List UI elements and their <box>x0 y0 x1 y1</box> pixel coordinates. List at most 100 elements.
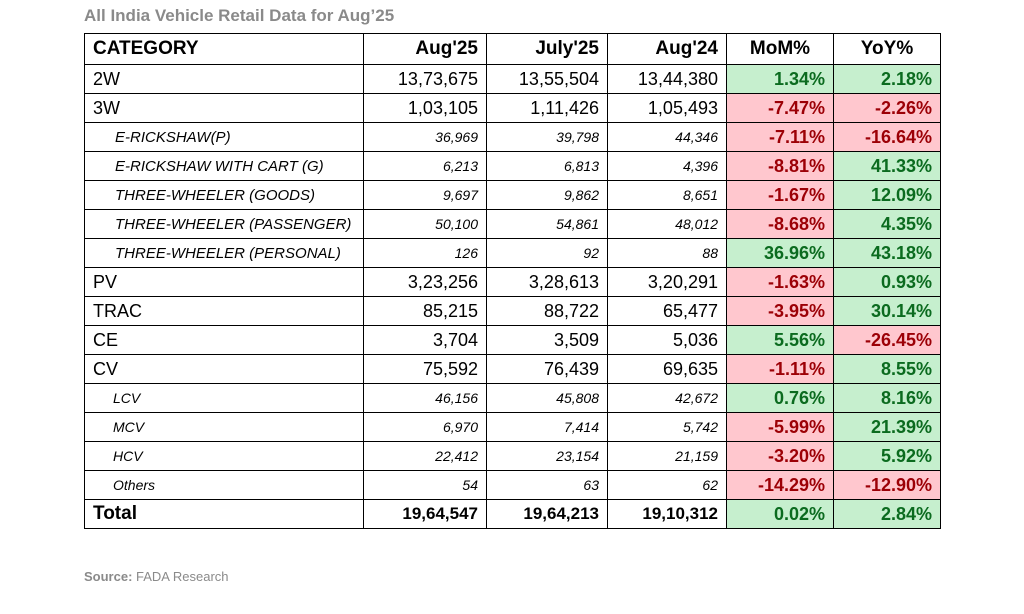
row-aug25: 13,73,675 <box>363 64 487 94</box>
row-category: THREE-WHEELER (PASSENGER) <box>84 209 364 239</box>
source-text: FADA Research <box>132 569 229 584</box>
row-mom: -3.20% <box>726 441 834 471</box>
row-category: E-RICKSHAW WITH CART (G) <box>84 151 364 181</box>
row-yoy: 8.55% <box>833 354 941 384</box>
row-july25: 9,862 <box>486 180 608 210</box>
row-category: Others <box>84 470 364 500</box>
row-yoy: 41.33% <box>833 151 941 181</box>
row-mom: -7.47% <box>726 93 834 123</box>
row-aug25: 54 <box>363 470 487 500</box>
row-category: 2W <box>84 64 364 94</box>
row-category: Total <box>84 499 364 529</box>
row-july25: 76,439 <box>486 354 608 384</box>
row-category: CV <box>84 354 364 384</box>
row-aug25: 3,23,256 <box>363 267 487 297</box>
row-aug25: 36,969 <box>363 122 487 152</box>
row-aug24: 1,05,493 <box>607 93 727 123</box>
table-row: MCV 6,970 7,414 5,742 -5.99% 21.39% <box>84 412 941 442</box>
row-aug24: 5,036 <box>607 325 727 355</box>
row-aug25: 1,03,105 <box>363 93 487 123</box>
row-aug25: 6,213 <box>363 151 487 181</box>
row-mom: -7.11% <box>726 122 834 152</box>
row-category: 3W <box>84 93 364 123</box>
row-july25: 7,414 <box>486 412 608 442</box>
row-aug25: 46,156 <box>363 383 487 413</box>
row-july25: 23,154 <box>486 441 608 471</box>
table-header-row: CATEGORY Aug'25 July'25 Aug'24 MoM% YoY% <box>84 33 941 65</box>
row-aug25: 3,704 <box>363 325 487 355</box>
table-row: HCV 22,412 23,154 21,159 -3.20% 5.92% <box>84 441 941 471</box>
row-aug24: 44,346 <box>607 122 727 152</box>
source-note: Source: FADA Research <box>84 569 229 584</box>
row-mom: 0.02% <box>726 499 834 529</box>
row-yoy: 4.35% <box>833 209 941 239</box>
row-aug24: 8,651 <box>607 180 727 210</box>
row-aug24: 65,477 <box>607 296 727 326</box>
row-july25: 92 <box>486 238 608 268</box>
row-mom: -1.63% <box>726 267 834 297</box>
vehicle-retail-table: CATEGORY Aug'25 July'25 Aug'24 MoM% YoY%… <box>84 33 941 529</box>
table-row: Others 54 63 62 -14.29% -12.90% <box>84 470 941 500</box>
row-yoy: 8.16% <box>833 383 941 413</box>
table-row: CV 75,592 76,439 69,635 -1.11% 8.55% <box>84 354 941 384</box>
table-total-row: Total 19,64,547 19,64,213 19,10,312 0.02… <box>84 499 941 529</box>
table-row: 2W 13,73,675 13,55,504 13,44,380 1.34% 2… <box>84 64 941 94</box>
row-aug24: 69,635 <box>607 354 727 384</box>
row-july25: 54,861 <box>486 209 608 239</box>
table-row: LCV 46,156 45,808 42,672 0.76% 8.16% <box>84 383 941 413</box>
row-mom: -3.95% <box>726 296 834 326</box>
table-row: TRAC 85,215 88,722 65,477 -3.95% 30.14% <box>84 296 941 326</box>
table-row: CE 3,704 3,509 5,036 5.56% -26.45% <box>84 325 941 355</box>
row-aug24: 48,012 <box>607 209 727 239</box>
row-mom: 36.96% <box>726 238 834 268</box>
row-mom: -14.29% <box>726 470 834 500</box>
row-yoy: 2.84% <box>833 499 941 529</box>
row-aug24: 21,159 <box>607 441 727 471</box>
table-row: 3W 1,03,105 1,11,426 1,05,493 -7.47% -2.… <box>84 93 941 123</box>
row-yoy: 0.93% <box>833 267 941 297</box>
row-category: HCV <box>84 441 364 471</box>
row-category: PV <box>84 267 364 297</box>
row-july25: 6,813 <box>486 151 608 181</box>
row-july25: 3,28,613 <box>486 267 608 297</box>
row-category: E-RICKSHAW(P) <box>84 122 364 152</box>
row-aug25: 50,100 <box>363 209 487 239</box>
row-category: CE <box>84 325 364 355</box>
header-category: CATEGORY <box>84 33 364 65</box>
row-aug24: 19,10,312 <box>607 499 727 529</box>
row-aug25: 19,64,547 <box>363 499 487 529</box>
row-july25: 39,798 <box>486 122 608 152</box>
row-yoy: -12.90% <box>833 470 941 500</box>
row-july25: 13,55,504 <box>486 64 608 94</box>
table-row: PV 3,23,256 3,28,613 3,20,291 -1.63% 0.9… <box>84 267 941 297</box>
row-aug25: 75,592 <box>363 354 487 384</box>
row-mom: -1.11% <box>726 354 834 384</box>
row-aug24: 88 <box>607 238 727 268</box>
header-yoy: YoY% <box>833 33 941 65</box>
header-mom: MoM% <box>726 33 834 65</box>
row-yoy: 30.14% <box>833 296 941 326</box>
page-title: All India Vehicle Retail Data for Aug’25 <box>84 6 395 25</box>
row-mom: -1.67% <box>726 180 834 210</box>
row-aug24: 3,20,291 <box>607 267 727 297</box>
row-mom: -8.81% <box>726 151 834 181</box>
row-yoy: 5.92% <box>833 441 941 471</box>
row-yoy: 12.09% <box>833 180 941 210</box>
row-aug24: 5,742 <box>607 412 727 442</box>
table-row: THREE-WHEELER (PASSENGER) 50,100 54,861 … <box>84 209 941 239</box>
row-mom: 0.76% <box>726 383 834 413</box>
row-aug25: 85,215 <box>363 296 487 326</box>
table-row: E-RICKSHAW(P) 36,969 39,798 44,346 -7.11… <box>84 122 941 152</box>
row-category: TRAC <box>84 296 364 326</box>
row-aug25: 126 <box>363 238 487 268</box>
row-yoy: -26.45% <box>833 325 941 355</box>
header-july25: July'25 <box>486 33 608 65</box>
table-row: E-RICKSHAW WITH CART (G) 6,213 6,813 4,3… <box>84 151 941 181</box>
table-row: THREE-WHEELER (GOODS) 9,697 9,862 8,651 … <box>84 180 941 210</box>
row-july25: 1,11,426 <box>486 93 608 123</box>
row-yoy: 43.18% <box>833 238 941 268</box>
row-aug24: 42,672 <box>607 383 727 413</box>
header-aug24: Aug'24 <box>607 33 727 65</box>
row-july25: 19,64,213 <box>486 499 608 529</box>
row-aug24: 62 <box>607 470 727 500</box>
